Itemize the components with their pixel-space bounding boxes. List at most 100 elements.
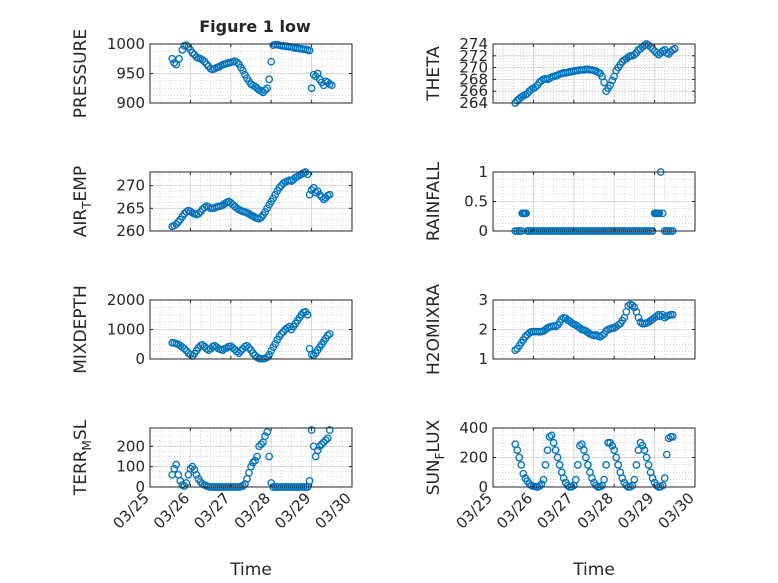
y-axis-label-main: AIR [71, 209, 91, 238]
data-point [265, 75, 274, 84]
data-point [172, 220, 181, 229]
axes-box [492, 43, 696, 104]
data-point [614, 321, 623, 329]
y-tick-label: 265 [116, 199, 145, 217]
x-axis-label-left: Time [229, 560, 272, 580]
y-tick-label: 2000 [107, 291, 145, 309]
data-point [638, 441, 647, 450]
data-point [523, 89, 532, 98]
y-axis-label: THETA [424, 46, 444, 102]
data-point [261, 86, 269, 94]
y-tick-label: 274 [459, 35, 488, 53]
data-point [323, 331, 332, 340]
data-point [648, 474, 657, 482]
data-point [182, 346, 191, 355]
y-axis-label: TERRMSL [71, 419, 94, 496]
data-point [521, 333, 530, 341]
data-point [582, 453, 590, 462]
tick-marks [149, 428, 353, 488]
data-point [618, 474, 627, 482]
data-point [178, 46, 187, 54]
data-point [614, 461, 623, 469]
data-markers [511, 431, 677, 491]
data-point [642, 453, 651, 462]
y-tick-label: 2 [478, 321, 488, 339]
data-point [243, 341, 251, 350]
y-axis-label: RAINFALL [424, 161, 444, 241]
data-point [170, 464, 179, 473]
data-point [212, 343, 221, 352]
data-point [188, 48, 197, 57]
data-point [576, 441, 584, 450]
data-point [658, 209, 667, 218]
data-point [307, 84, 316, 93]
subplot-pressure: 900 950 1000 PRESSURE [71, 29, 353, 118]
data-point [245, 343, 253, 352]
y-tick-label: 1000 [107, 321, 145, 339]
y-axis-label: SUNFLUX [424, 419, 447, 495]
data-point [655, 209, 664, 218]
data-point [198, 56, 207, 64]
data-point [660, 474, 669, 482]
tick-marks [492, 299, 696, 360]
data-point [630, 50, 639, 59]
data-point [239, 482, 247, 490]
y-axis-label-subscript: T [80, 201, 94, 210]
data-point [327, 81, 336, 90]
subplot-mixdepth: 0 1000 2000 MIXDEPTH [71, 285, 353, 374]
y-tick-label: 270 [459, 59, 488, 77]
axes-box [149, 171, 353, 232]
y-tick-label: 0 [135, 478, 145, 496]
data-point [253, 452, 261, 461]
data-point [543, 446, 552, 454]
data-point [319, 438, 328, 447]
data-point [535, 482, 544, 491]
data-point [233, 347, 241, 356]
data-point [553, 453, 562, 462]
y-tick-label: 264 [459, 94, 488, 112]
data-point [307, 426, 316, 434]
data-point [265, 452, 274, 461]
y-tick-label: 100 [116, 458, 145, 476]
data-point [323, 434, 332, 443]
data-point [654, 310, 663, 319]
data-point [170, 59, 179, 67]
y-tick-label: 260 [116, 222, 145, 240]
data-point [571, 475, 580, 484]
data-point [263, 428, 272, 436]
data-point [194, 209, 203, 218]
data-point [519, 469, 528, 478]
data-point [186, 464, 195, 473]
figure-title: Figure 1 low [199, 17, 311, 36]
data-point [218, 346, 227, 354]
data-point [172, 460, 181, 469]
data-point [182, 41, 191, 50]
data-markers [511, 300, 677, 354]
data-point [257, 440, 265, 449]
data-point [628, 301, 637, 310]
data-point [549, 438, 558, 447]
data-point [602, 327, 610, 335]
subplot-h2omixra: 1 2 3 H2OMIXRA [424, 284, 696, 375]
data-point [517, 461, 526, 469]
y-tick-label: 266 [459, 82, 488, 100]
data-point [265, 350, 274, 359]
data-point [257, 213, 265, 222]
y-tick-label: 270 [116, 177, 145, 195]
tick-marks [492, 427, 696, 488]
data-point [182, 479, 191, 487]
data-point [303, 170, 312, 179]
data-point [313, 446, 322, 455]
data-point [539, 475, 548, 484]
data-point [317, 440, 326, 449]
y-axis-label: H2OMIXRA [424, 284, 444, 375]
data-point [598, 331, 606, 340]
y-tick-label: 200 [459, 449, 488, 467]
data-point [202, 60, 211, 68]
data-point [522, 209, 530, 218]
data-point [668, 310, 677, 319]
y-tick-label: 1 [478, 350, 488, 368]
data-point [664, 434, 673, 443]
